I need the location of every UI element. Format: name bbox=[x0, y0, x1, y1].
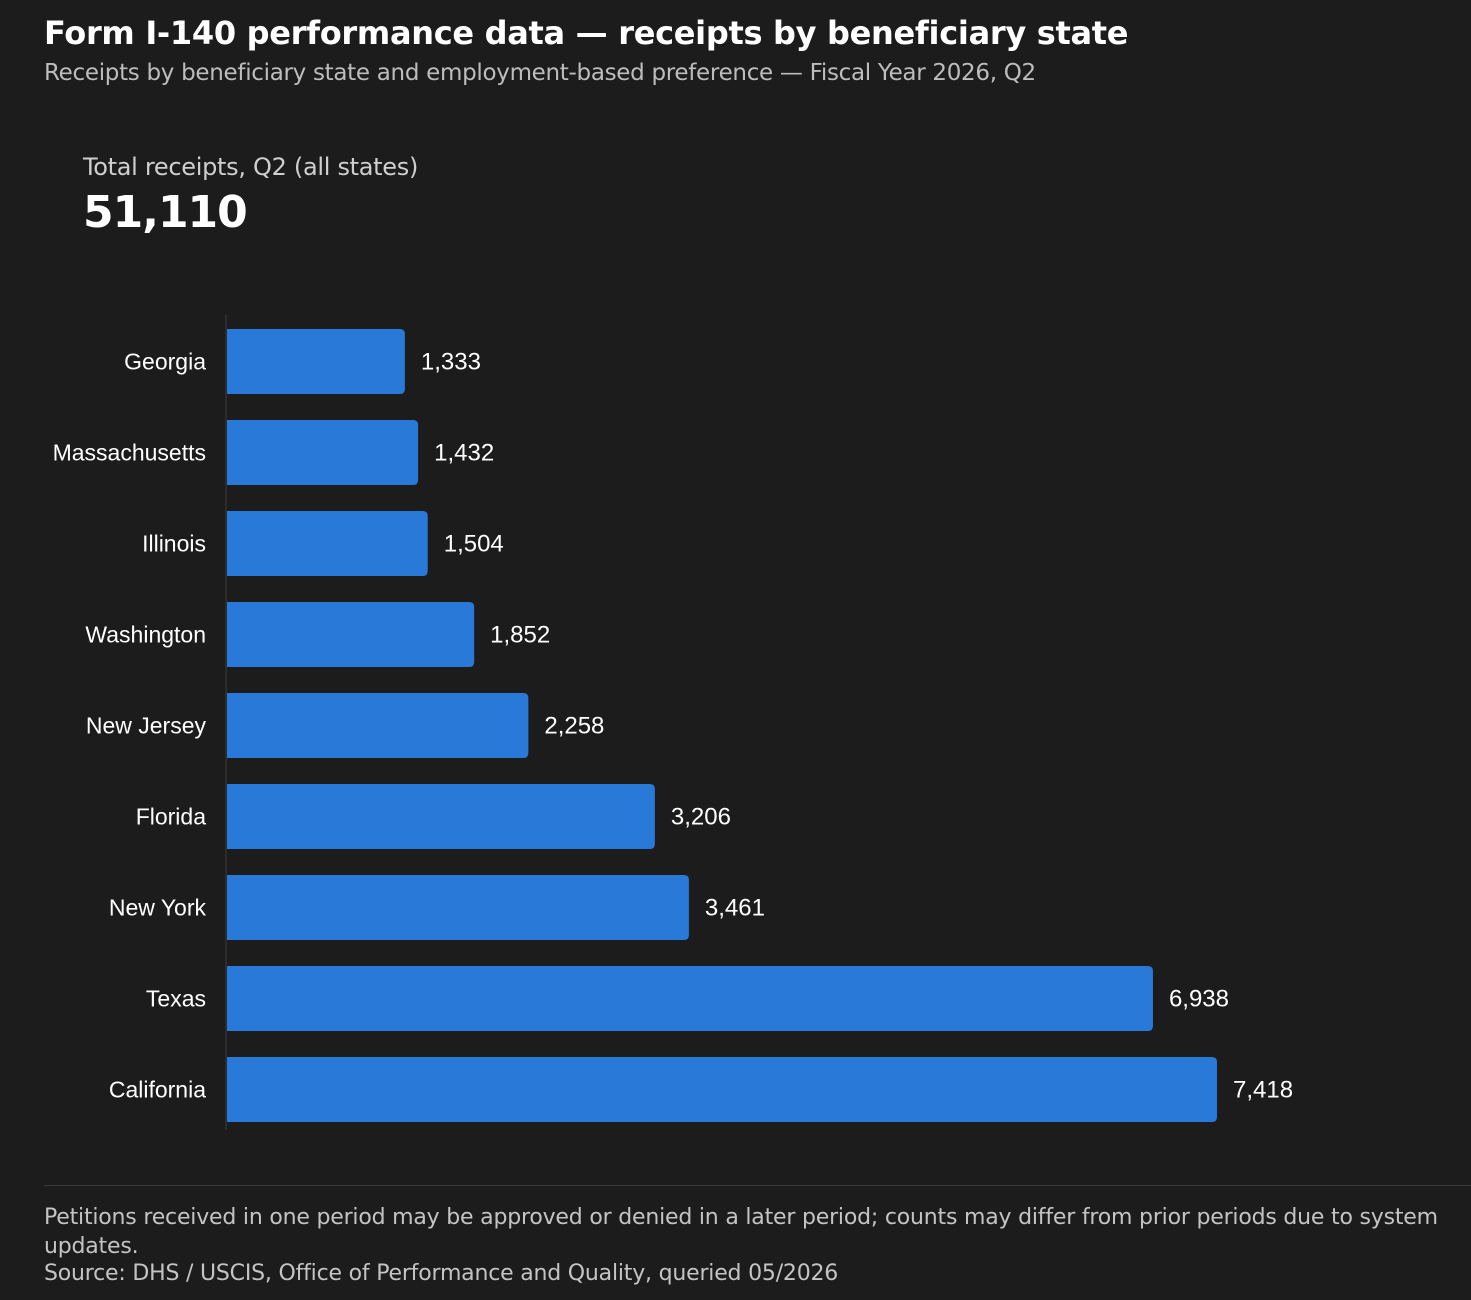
value-label: 3,461 bbox=[705, 895, 765, 922]
footer-source: Source: DHS / USCIS, Office of Performan… bbox=[44, 1261, 839, 1286]
kpi-value: 51,110 bbox=[83, 187, 248, 238]
bar-california[interactable] bbox=[227, 1057, 1217, 1122]
bar-georgia[interactable] bbox=[227, 329, 405, 394]
category-label: Florida bbox=[136, 804, 207, 830]
bar-illinois[interactable] bbox=[227, 511, 428, 576]
value-label: 3,206 bbox=[671, 804, 731, 831]
category-label: Massachusetts bbox=[53, 440, 206, 466]
chart-subtitle: Receipts by beneficiary state and employ… bbox=[44, 60, 1036, 86]
value-label: 1,852 bbox=[490, 622, 550, 649]
category-label: California bbox=[109, 1077, 206, 1103]
kpi-label: Total receipts, Q2 (all states) bbox=[83, 153, 419, 181]
category-label: Georgia bbox=[124, 349, 206, 375]
value-label: 1,432 bbox=[434, 440, 494, 467]
footer-note: Petitions received in one period may be … bbox=[44, 1205, 1438, 1259]
value-label: 1,504 bbox=[444, 531, 504, 558]
value-label: 1,333 bbox=[421, 349, 481, 376]
category-label: Illinois bbox=[142, 531, 206, 557]
bar-new-jersey[interactable] bbox=[227, 693, 529, 758]
bar-washington[interactable] bbox=[227, 602, 475, 667]
category-label: New York bbox=[109, 895, 207, 921]
category-label: Washington bbox=[85, 622, 206, 648]
bar-new-york[interactable] bbox=[227, 875, 689, 940]
category-label: Texas bbox=[146, 986, 206, 1012]
bar-texas[interactable] bbox=[227, 966, 1153, 1031]
value-label: 2,258 bbox=[544, 713, 604, 740]
bar-massachusetts[interactable] bbox=[227, 420, 419, 485]
value-label: 7,418 bbox=[1233, 1077, 1293, 1104]
bar-florida[interactable] bbox=[227, 784, 655, 849]
footer-divider bbox=[44, 1185, 1471, 1186]
chart-title: Form I-140 performance data — receipts b… bbox=[44, 14, 1129, 52]
bar-chart: Georgia 1,333 Massachusetts 1,432 Illinois 1,… bbox=[53, 315, 1293, 1130]
category-label: New Jersey bbox=[86, 713, 207, 739]
value-label: 6,938 bbox=[1169, 986, 1229, 1013]
